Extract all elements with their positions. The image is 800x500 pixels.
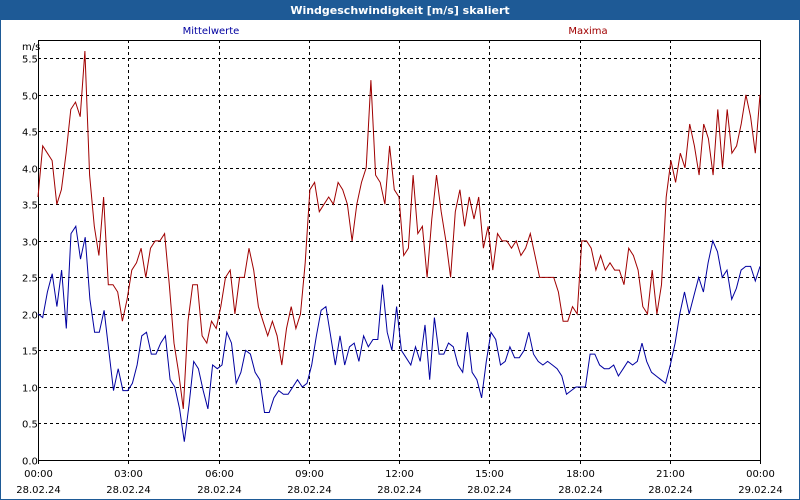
x-tick-time: 00:00	[24, 469, 53, 480]
y-tick-label: 5.0	[22, 92, 38, 103]
y-tick-label: 1.5	[22, 347, 38, 358]
legend-maxima: Maxima	[568, 26, 607, 37]
x-tick-date: 28.02.24	[648, 485, 693, 496]
y-tick-label: 4.0	[22, 165, 38, 176]
y-tick-label: 4.5	[22, 128, 38, 139]
x-tick-time: 15:00	[475, 469, 504, 480]
grid	[38, 40, 760, 460]
y-axis-ticks: 0.0 0.5 1.0 1.5 2.0 2.5 3.0 3.5 4.0 4.5 5.0 5.5	[22, 55, 38, 468]
x-tick-time: 00:00	[746, 469, 775, 480]
y-tick-label: 2.0	[22, 311, 38, 322]
x-tick-time: 21:00	[656, 469, 685, 480]
x-tick-time: 06:00	[205, 469, 234, 480]
x-tick-date: 28.02.24	[287, 485, 332, 496]
chart-title: Windgeschwindigkeit [m/s] skaliert	[1, 1, 799, 20]
x-tick-time: 12:00	[385, 469, 414, 480]
y-tick-label: 0.5	[22, 420, 38, 431]
x-tick-date: 28.02.24	[197, 485, 242, 496]
x-tick-date: 28.02.24	[16, 485, 61, 496]
x-tick-time: 18:00	[566, 469, 595, 480]
y-tick-label: 0.0	[22, 457, 38, 468]
series-lines	[37, 50, 761, 442]
x-tick-date: 29.02.24	[738, 485, 783, 496]
y-tick-label: 1.0	[22, 384, 38, 395]
x-axis-ticks: 00:00 28.02.24 03:00 28.02.24 06:00 28.02.24 0…	[16, 460, 783, 496]
y-axis-label: m/s	[22, 42, 40, 53]
x-tick-time: 03:00	[114, 469, 143, 480]
x-tick-date: 28.02.24	[558, 485, 603, 496]
y-tick-label: 2.5	[22, 274, 38, 285]
x-tick-date: 28.02.24	[106, 485, 151, 496]
y-tick-label: 3.5	[22, 201, 38, 212]
legend-mittelwerte: Mittelwerte	[183, 26, 240, 37]
y-tick-label: 3.0	[22, 238, 38, 249]
series-line-mittelwerte	[37, 224, 761, 442]
series-line-maxima	[37, 50, 761, 409]
x-tick-date: 28.02.24	[467, 485, 512, 496]
x-tick-time: 09:00	[295, 469, 324, 480]
y-tick-label: 5.5	[22, 55, 38, 66]
x-tick-date: 28.02.24	[377, 485, 422, 496]
